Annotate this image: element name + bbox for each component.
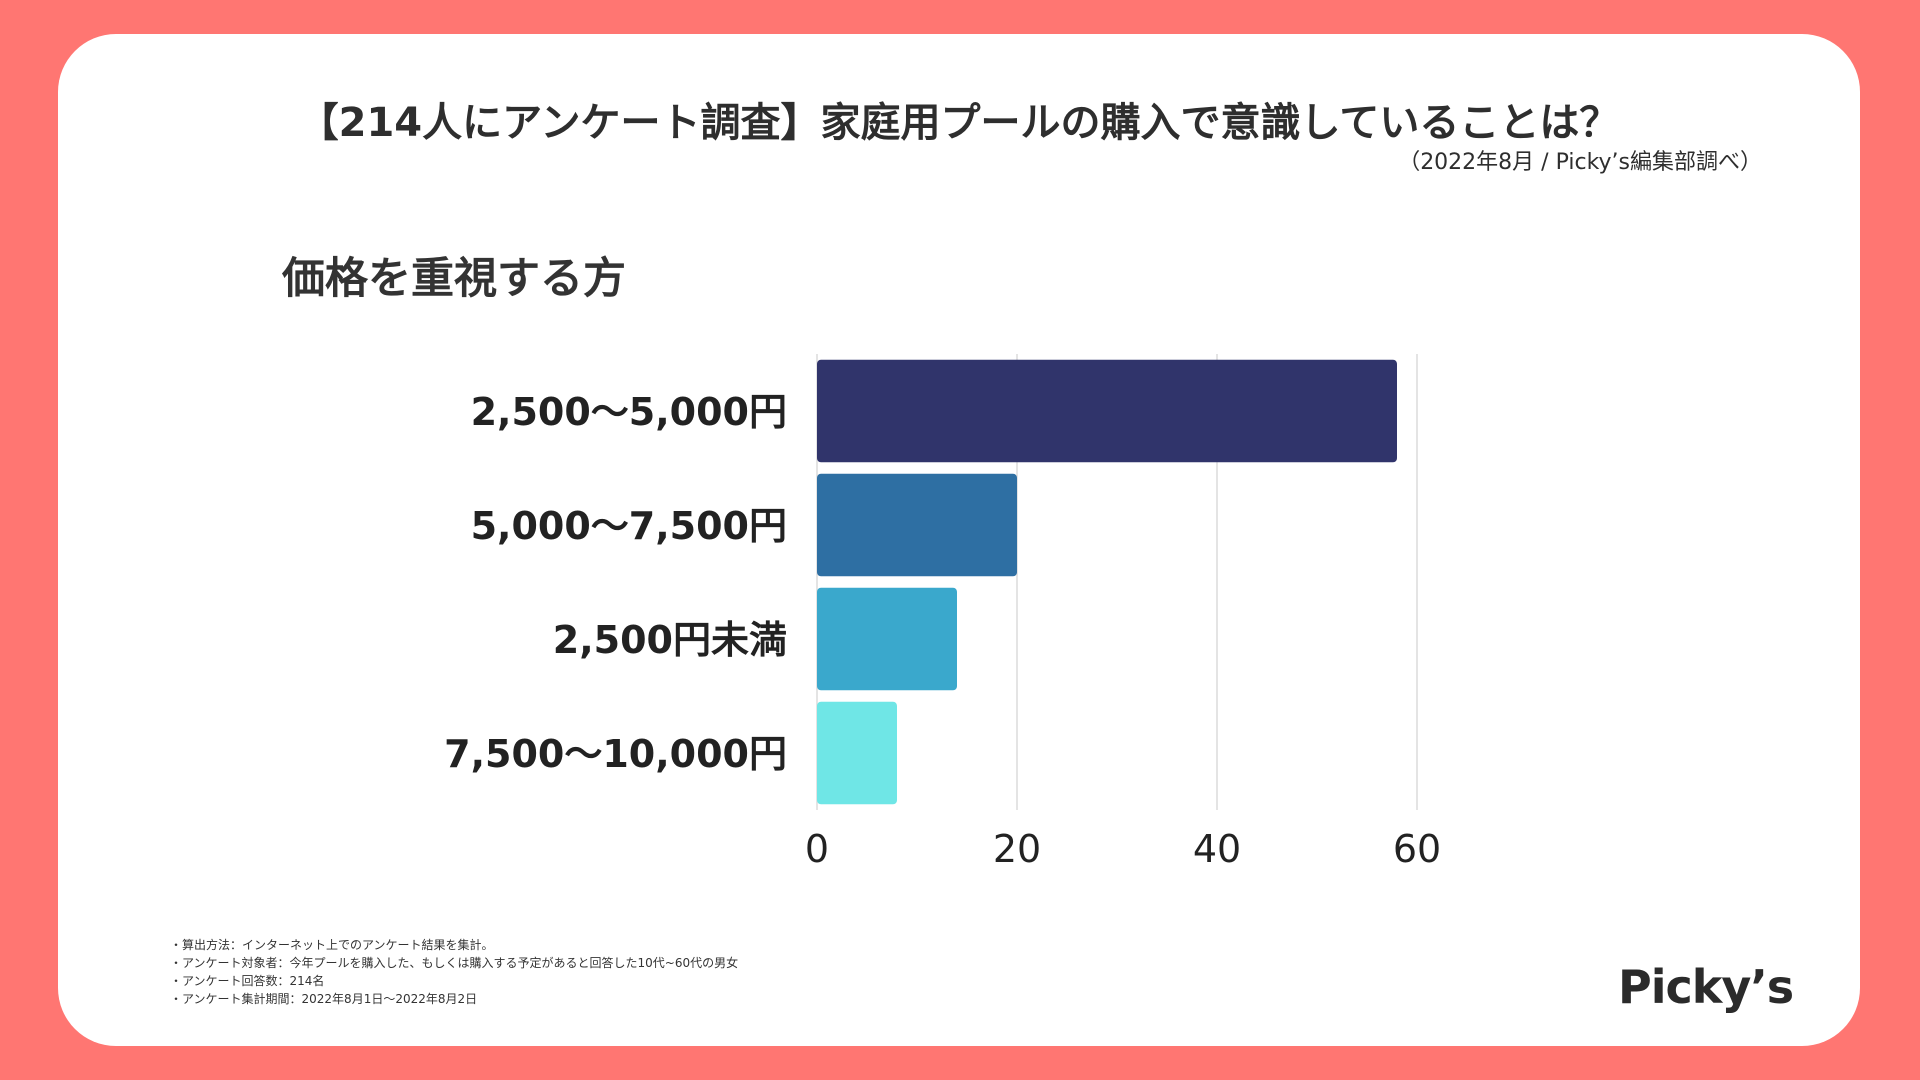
x-tick-label-0: 0 — [805, 827, 829, 871]
category-label-2: 2,500円未満 — [553, 618, 787, 662]
note-target: ・アンケート対象者：今年プールを購入した、もしくは購入する予定があると回答した1… — [170, 956, 739, 970]
note-method: ・算出方法：インターネット上でのアンケート結果を集計。 — [170, 938, 494, 952]
card: 【214人にアンケート調査】家庭用プールの購入で意識していることは？ （2022… — [58, 34, 1860, 1046]
note-period: ・アンケート集計期間：2022年8月1日〜2022年8月2日 — [170, 992, 478, 1006]
x-tick-label-2: 40 — [1193, 827, 1241, 871]
category-label-1: 5,000〜7,500円 — [471, 504, 787, 548]
category-label-3: 7,500〜10,000円 — [444, 732, 787, 776]
x-tick-label-3: 60 — [1393, 827, 1441, 871]
x-tick-label-1: 20 — [993, 827, 1041, 871]
bar-2 — [817, 587, 957, 691]
bar-1 — [817, 473, 1017, 577]
category-label-0: 2,500〜5,000円 — [471, 390, 787, 434]
bar-3 — [817, 701, 897, 805]
page-title: 【214人にアンケート調査】家庭用プールの購入で意識していることは？ — [298, 100, 1620, 146]
note-count: ・アンケート回答数：214名 — [170, 974, 325, 988]
picky-logo: Picky’s — [1618, 960, 1794, 1014]
bar-chart: 2,500〜5,000円 5,000〜7,500円 2,500円未満 7,500〜10… — [444, 354, 1441, 871]
bar-0 — [817, 359, 1397, 463]
notes: ・算出方法：インターネット上でのアンケート結果を集計。 ・アンケート対象者：今年… — [170, 936, 738, 1008]
page-subtitle: （2022年8月 / Picky’s編集部調べ） — [1398, 150, 1762, 175]
chart-title: 価格を重視する方 — [282, 254, 626, 304]
